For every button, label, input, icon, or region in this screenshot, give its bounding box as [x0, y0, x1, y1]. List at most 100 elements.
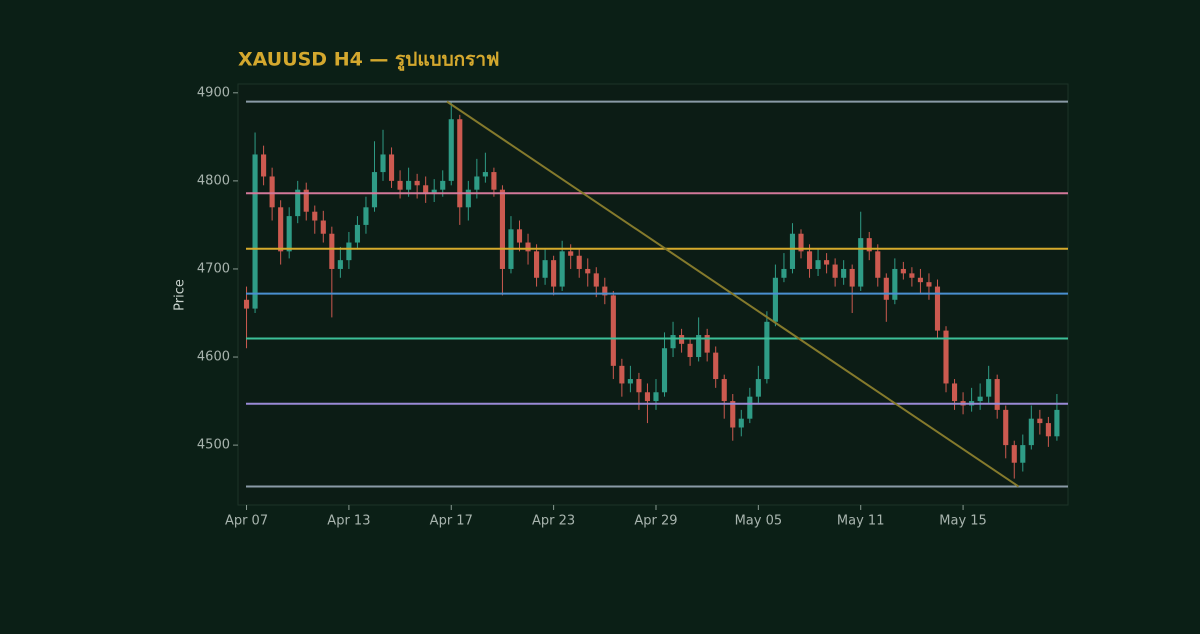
candle-body [687, 343, 693, 358]
candle-body [278, 207, 284, 252]
chart-title: XAUUSD H4 — รูปแบบกราฟ [238, 49, 500, 72]
candle-body [397, 180, 403, 190]
candle-body [346, 242, 352, 261]
y-axis-label: Price [173, 279, 188, 311]
y-tick-label: 4500 [197, 438, 230, 453]
trend-line [446, 100, 1020, 488]
candle-body [295, 189, 301, 217]
candle-body [875, 251, 881, 278]
y-tick-label: 4600 [197, 350, 230, 365]
candle-body [431, 189, 437, 195]
x-tick-label: Apr 13 [327, 514, 370, 529]
candle-body [1003, 409, 1009, 446]
y-tick-label: 4800 [197, 173, 230, 188]
candle-body [909, 273, 915, 278]
candle-body [252, 154, 258, 309]
candle-body [636, 379, 642, 393]
x-tick-label: Apr 29 [634, 514, 677, 529]
candle-body [943, 330, 949, 384]
candle-body [747, 396, 753, 419]
candle-body [525, 242, 531, 252]
candle-body [371, 172, 378, 208]
candle-body [772, 277, 778, 322]
candle-body [1037, 418, 1043, 424]
candle-body [977, 396, 983, 402]
candle-body [482, 172, 488, 177]
candle-body [755, 379, 761, 397]
candle-body [764, 321, 770, 380]
candle-body [261, 154, 267, 177]
candle-body [542, 260, 548, 278]
candle-body [917, 277, 923, 283]
candle-body [602, 286, 608, 296]
candle-body [815, 260, 821, 269]
candle-body [380, 154, 386, 173]
candle-body [781, 268, 787, 278]
candle-body [738, 418, 744, 428]
candle-body [465, 189, 471, 208]
candle-body [883, 277, 889, 300]
candle-body [551, 260, 557, 287]
candle-body [841, 268, 847, 278]
candle-body [900, 268, 906, 274]
x-tick-label: Apr 23 [532, 514, 575, 529]
candle-body [627, 379, 633, 384]
candle-body [534, 251, 540, 278]
x-tick-label: May 05 [735, 514, 783, 529]
candle-body [653, 392, 659, 402]
candle-body [892, 268, 898, 300]
candle-body [704, 335, 710, 353]
candle-body [243, 299, 250, 309]
y-tick-label: 4700 [197, 261, 230, 276]
candle-body [798, 233, 804, 252]
x-tick-label: May 15 [939, 514, 987, 529]
candle-body [337, 260, 343, 269]
candle-body [926, 282, 932, 287]
candle-body [303, 189, 309, 212]
candle-body [934, 286, 941, 331]
candle-body [994, 379, 1000, 410]
y-tick-label: 4900 [197, 85, 230, 100]
candle-body [721, 379, 727, 402]
candle-body [696, 335, 702, 358]
candle-body [269, 176, 275, 208]
candle-body [858, 238, 864, 287]
candle-body [644, 392, 651, 402]
candle-body [1028, 418, 1034, 446]
candle-body [354, 224, 360, 243]
candle-body [499, 189, 505, 269]
candle-body [414, 180, 420, 186]
x-tick-label: Apr 07 [225, 514, 268, 529]
candle-body [363, 207, 369, 225]
candle-body [789, 233, 796, 269]
candle-body [312, 211, 318, 221]
candle-body [661, 348, 668, 393]
x-tick-label: May 11 [837, 514, 885, 529]
x-tick-label: Apr 17 [430, 514, 473, 529]
candle-body [1045, 423, 1051, 437]
candle-body [619, 365, 625, 384]
candle-body [559, 251, 565, 287]
candle-body [286, 216, 292, 252]
candle-body [866, 238, 872, 252]
candle-body [423, 185, 429, 195]
candle-body [388, 154, 395, 181]
candle-body [1054, 409, 1060, 437]
candle-body [1020, 445, 1026, 463]
candle-body [474, 176, 480, 190]
candle-body [824, 260, 830, 265]
candle-body [713, 352, 719, 380]
candle-body [406, 180, 412, 190]
candle-body [516, 229, 523, 243]
candle-body [951, 383, 958, 402]
candle-body [730, 401, 736, 428]
candle-body [610, 295, 616, 366]
candle-body [806, 251, 813, 269]
candle-body [329, 233, 335, 269]
candle-body [320, 220, 326, 234]
candle-body [457, 119, 463, 208]
candle-body [832, 264, 838, 278]
candle-body [491, 172, 497, 190]
